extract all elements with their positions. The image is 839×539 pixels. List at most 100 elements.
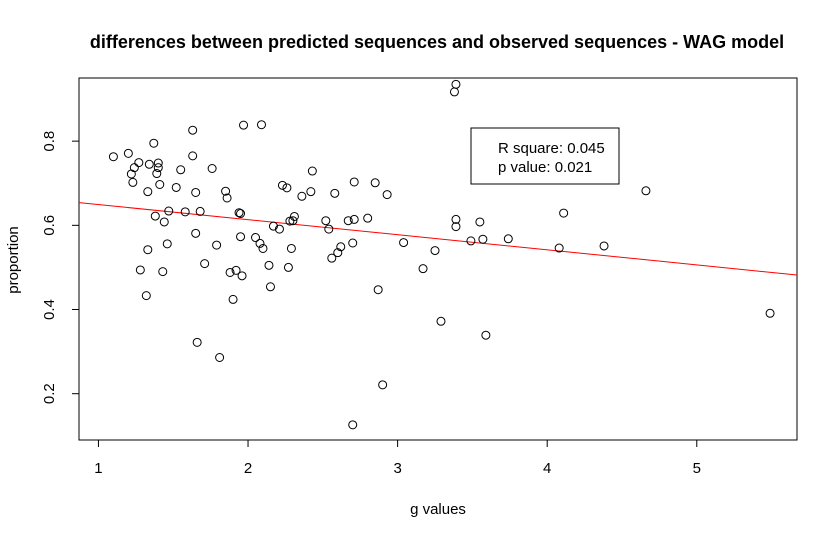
data-point [158, 267, 168, 277]
data-point [449, 87, 459, 97]
data-point [239, 120, 249, 130]
data-point [451, 214, 461, 224]
data-point [215, 352, 225, 362]
data-point [195, 206, 205, 216]
data-point [277, 180, 287, 190]
data-point [171, 182, 181, 192]
data-point [306, 187, 316, 197]
data-point [134, 158, 144, 168]
data-point [108, 152, 118, 162]
x-tick-label: 1 [94, 460, 102, 477]
x-tick-label: 4 [543, 460, 551, 477]
data-point [282, 183, 292, 193]
data-point [343, 216, 353, 226]
data-point [236, 209, 246, 219]
x-tick-label: 2 [244, 460, 252, 477]
data-point [399, 238, 409, 248]
data-point [285, 216, 295, 226]
data-point [349, 214, 359, 224]
data-point [436, 316, 446, 326]
data-point [430, 246, 440, 256]
data-point [135, 265, 145, 275]
data-point [191, 187, 201, 197]
data-point [641, 186, 651, 196]
y-tick-label: 0.6 [41, 215, 58, 236]
data-point [153, 158, 163, 168]
legend-p-value: p value: 0.021 [498, 159, 592, 176]
data-point [330, 188, 340, 198]
x-tick-label: 5 [693, 460, 701, 477]
data-point [475, 217, 485, 227]
y-tick-label: 0.8 [41, 131, 58, 152]
regression-line [78, 202, 798, 276]
data-point [237, 271, 247, 281]
data-point [164, 206, 174, 216]
data-point [283, 262, 293, 272]
data-point [297, 191, 307, 201]
data-point [155, 179, 165, 189]
data-point [286, 243, 296, 253]
data-point [159, 217, 169, 227]
chart-title: differences between predicted sequences … [90, 32, 784, 52]
data-point [225, 267, 235, 277]
data-point [599, 241, 609, 251]
legend-box [470, 127, 620, 185]
legend: R square: 0.045 p value: 0.021 [470, 127, 620, 185]
data-point [382, 190, 392, 200]
data-point [256, 120, 266, 130]
y-axis: 0.2 0.4 0.6 0.8 [41, 131, 80, 404]
y-tick-label: 0.4 [41, 299, 58, 320]
data-point [478, 234, 488, 244]
data-point [481, 330, 491, 340]
data-point [123, 148, 133, 158]
data-point [236, 232, 246, 242]
data-point [503, 234, 513, 244]
data-point [378, 380, 388, 390]
data-point [268, 221, 278, 231]
data-point [348, 238, 358, 248]
data-point [176, 165, 186, 175]
data-point [192, 337, 202, 347]
data-point [265, 282, 275, 292]
plot-frame [78, 77, 798, 441]
x-axis: 1 2 3 4 5 [94, 439, 701, 477]
data-point [207, 164, 217, 173]
data-point [143, 187, 153, 197]
data-point [363, 213, 373, 223]
data-point [333, 248, 343, 258]
data-point [559, 208, 569, 218]
data-point [274, 224, 284, 234]
data-point [255, 238, 265, 248]
data-points [108, 79, 775, 430]
data-point [231, 265, 241, 275]
data-point [349, 177, 359, 187]
data-point [141, 291, 151, 301]
data-point [418, 264, 428, 274]
data-point [373, 285, 383, 295]
data-point [234, 208, 244, 218]
data-point [150, 211, 160, 221]
data-point [129, 163, 139, 173]
data-point [554, 243, 564, 253]
y-axis-label: proportion [5, 226, 22, 294]
data-point [143, 245, 153, 255]
data-point [144, 159, 154, 169]
data-point [200, 259, 210, 269]
data-point [188, 151, 198, 161]
data-point [188, 125, 198, 135]
data-point [289, 211, 299, 221]
data-point [221, 186, 231, 196]
data-point [288, 216, 298, 226]
data-point [348, 420, 358, 430]
data-point [307, 166, 317, 176]
data-point [222, 193, 232, 203]
data-point [321, 216, 331, 226]
x-axis-label: g values [410, 501, 466, 518]
data-point [191, 228, 201, 238]
data-point [466, 236, 476, 246]
x-tick-label: 3 [393, 460, 401, 477]
data-point [327, 253, 337, 263]
data-point [451, 79, 461, 89]
data-point [212, 240, 222, 250]
data-point [152, 169, 162, 179]
